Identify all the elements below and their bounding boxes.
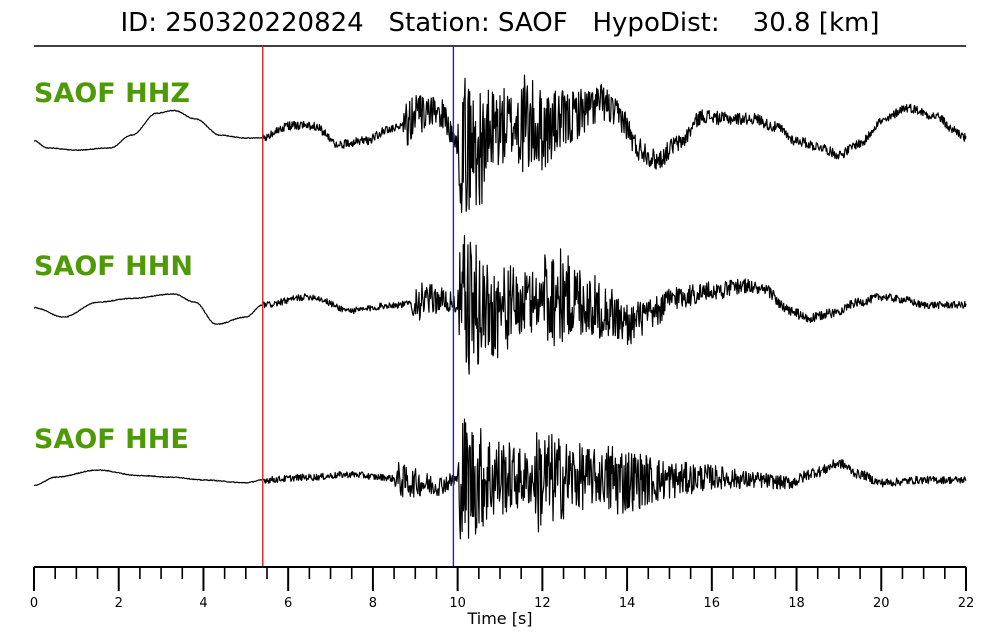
tick-label: 18	[788, 596, 805, 611]
tick-label: 6	[284, 596, 292, 611]
trace-saof-hhn	[33, 234, 967, 375]
trace-saof-hhz	[33, 74, 967, 213]
tick-label: 16	[704, 596, 721, 611]
trace-label-saof-hhz: SAOF HHZ	[34, 78, 190, 109]
time-axis: 0 2 4 6 8 10 12 14 16 18 20 22 Time [s]	[30, 566, 975, 628]
tick-label: 8	[369, 596, 377, 611]
x-axis-label: Time [s]	[466, 609, 532, 628]
traces-group	[33, 74, 967, 540]
tick-label: 20	[873, 596, 890, 611]
tick-label: 12	[534, 596, 551, 611]
chart-title: ID: 250320220824 Station: SAOF HypoDist:…	[120, 8, 880, 38]
tick-label: 4	[199, 596, 207, 611]
trace-label-saof-hhn: SAOF HHN	[34, 251, 193, 282]
tick-label: 10	[449, 596, 466, 611]
trace-label-saof-hhe: SAOF HHE	[34, 424, 189, 455]
tick-label: 2	[115, 596, 123, 611]
tick-label: 14	[619, 596, 636, 611]
picks-group	[262, 46, 455, 567]
trace-saof-hhe	[33, 418, 967, 540]
trace-labels-group: SAOF HHZ SAOF HHN SAOF HHE	[34, 78, 193, 455]
tick-label: 22	[958, 596, 975, 611]
tick-label: 0	[30, 596, 38, 611]
